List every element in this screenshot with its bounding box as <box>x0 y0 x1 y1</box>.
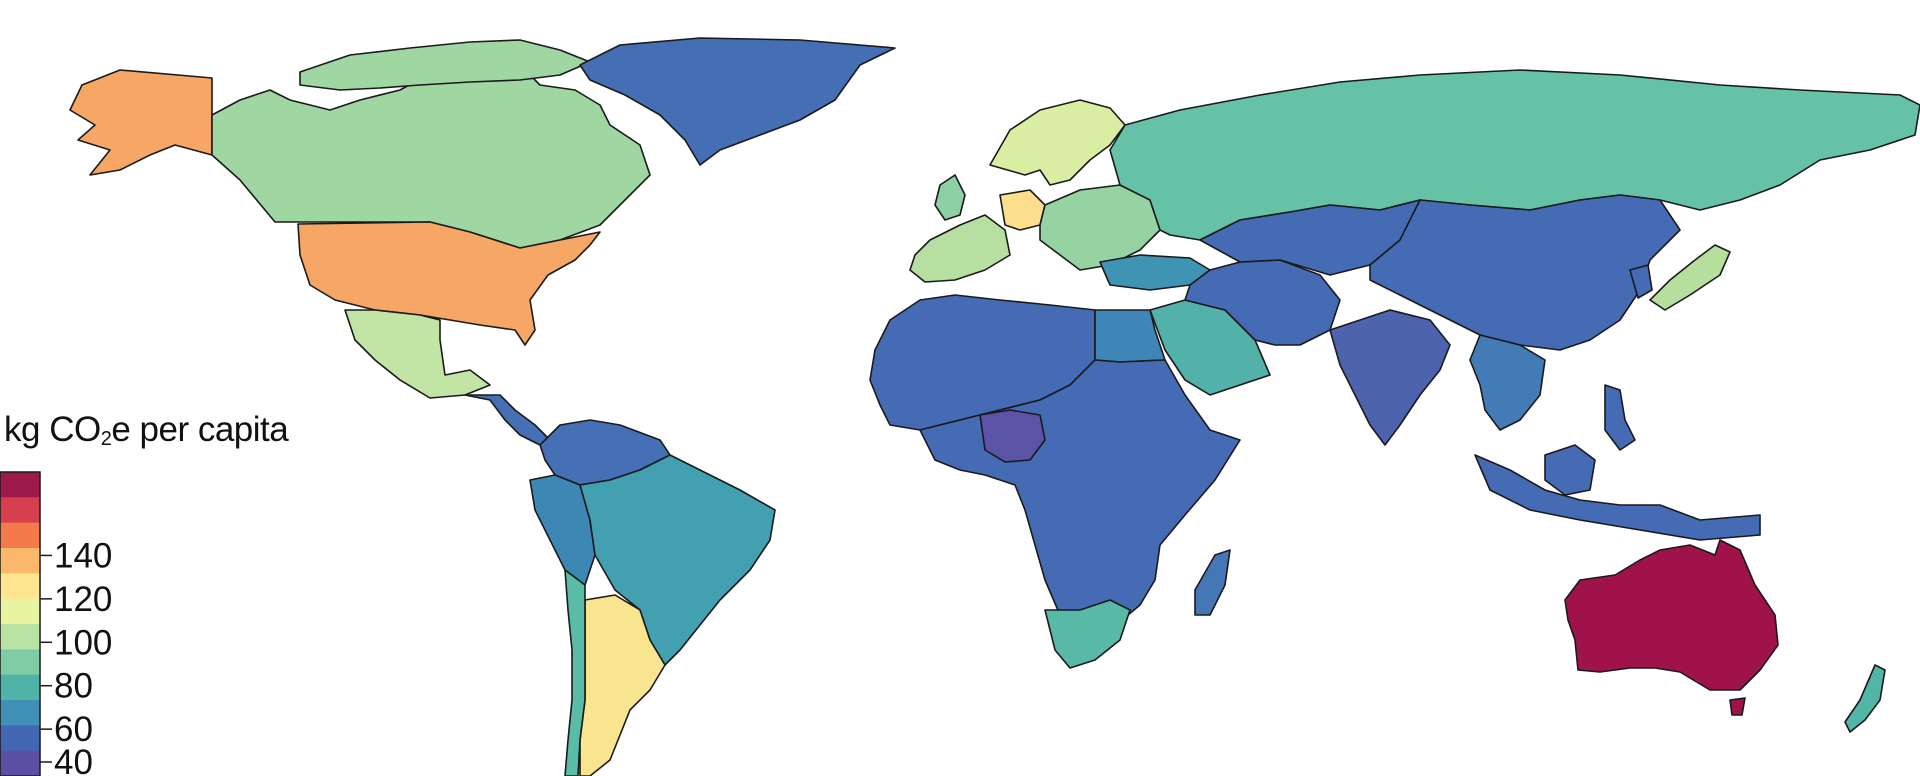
legend-tick-label: 40 <box>54 743 93 776</box>
region-western-europe <box>909 214 1011 283</box>
region-germany <box>999 189 1046 231</box>
legend-color-segment <box>0 674 40 701</box>
legend-color-segment <box>0 472 40 498</box>
region-peru <box>529 474 596 586</box>
region-usa <box>297 221 601 346</box>
legend-tick-label: 60 <box>54 710 93 749</box>
legend-tick-label: 100 <box>54 623 112 662</box>
legend-color-segment <box>0 649 40 676</box>
legend-color-segment <box>0 598 40 625</box>
region-nigeria <box>979 409 1046 463</box>
legend-title: kg CO2e per capita <box>4 410 289 451</box>
legend-color-segment <box>0 700 40 726</box>
region-alaska <box>69 69 213 176</box>
region-chile <box>564 569 586 776</box>
region-uk <box>934 174 966 221</box>
region-india <box>1329 309 1451 446</box>
legend-bar-outline <box>0 471 41 776</box>
legend-title-sub: 2 <box>100 428 112 450</box>
legend-color-segment <box>0 725 40 752</box>
legend-tick-label: 80 <box>54 667 93 706</box>
region-mexico <box>344 309 491 399</box>
region-canada-islands <box>299 39 591 91</box>
region-philippines <box>1604 384 1636 451</box>
legend-color-bar <box>0 471 41 776</box>
legend-tick-label: 140 <box>54 536 112 575</box>
region-japan <box>1649 244 1731 311</box>
region-tasmania <box>1729 697 1746 716</box>
region-canada <box>211 59 651 249</box>
region-south-africa <box>1044 599 1131 669</box>
legend-tick-label: 120 <box>54 580 112 619</box>
region-central-america <box>464 394 551 446</box>
legend-color-segment <box>0 548 40 574</box>
region-china <box>1369 194 1681 351</box>
region-indonesia-borneo <box>1544 444 1596 496</box>
region-brazil <box>579 454 776 666</box>
legend-color-segment <box>0 624 40 650</box>
region-australia <box>1564 539 1779 691</box>
legend-title-suffix: e per capita <box>111 410 289 449</box>
region-new-zealand <box>1844 664 1886 733</box>
legend-title-prefix: kg CO <box>4 410 101 449</box>
region-southeast-asia <box>1469 334 1546 431</box>
legend-color-segment <box>0 522 40 549</box>
legend-color-segment <box>0 497 40 524</box>
region-korea <box>1629 264 1653 299</box>
region-indonesia <box>1474 454 1761 541</box>
region-greenland <box>579 37 896 166</box>
legend-color-segment <box>0 573 40 600</box>
region-scandinavia <box>989 99 1126 186</box>
legend-color-segment <box>0 750 40 776</box>
region-madagascar <box>1194 549 1231 616</box>
